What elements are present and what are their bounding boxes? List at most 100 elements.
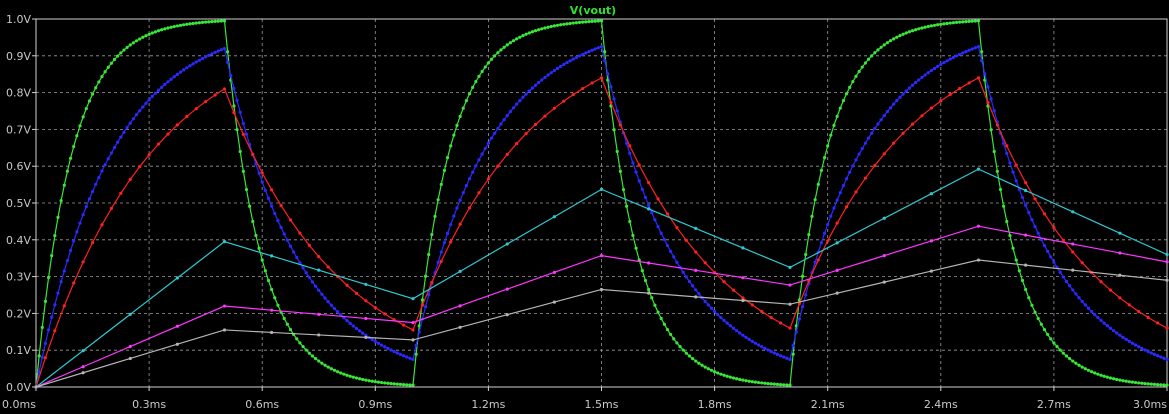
data-point [1055,345,1059,349]
data-point [288,327,293,332]
data-point [226,50,230,54]
data-point [46,328,51,332]
data-point [1137,309,1141,314]
data-point [392,382,396,386]
data-point [156,88,161,92]
data-point [848,170,852,174]
data-point [939,99,943,103]
data-point [34,385,38,389]
data-point [241,121,245,126]
data-point [763,381,767,385]
data-point [882,254,886,258]
data-point [128,312,132,316]
data-point [625,141,629,145]
data-point [156,29,161,33]
data-point [1121,379,1125,383]
data-point [1046,249,1050,253]
data-point [213,19,217,23]
data-point [857,69,861,74]
data-point [665,327,670,332]
data-point [1108,376,1113,380]
data-point [533,29,538,33]
data-point [577,54,582,58]
data-point [128,121,132,125]
data-point [367,379,371,383]
data-point [486,141,490,145]
data-point [323,296,327,300]
data-point [923,73,927,77]
data-point [1090,309,1094,314]
data-point [307,275,311,280]
data-point [731,376,736,380]
data-point [1118,333,1122,337]
data-point [1099,280,1103,284]
data-point [260,171,264,175]
data-point [769,349,773,354]
data-point [910,29,915,33]
data-point [364,335,368,340]
data-point [989,128,993,132]
data-point [270,308,274,312]
data-point [857,152,861,156]
data-point [1152,382,1157,386]
data-point [945,21,949,26]
data-point [317,255,321,259]
data-point [1102,374,1106,378]
data-point [587,20,591,24]
data-point [995,169,999,173]
data-point [175,276,179,280]
data-point [728,324,732,328]
data-point [68,156,73,160]
data-point [467,177,472,181]
data-point [342,372,346,376]
data-point [379,380,384,385]
data-point [687,354,692,358]
data-point [706,303,710,307]
data-point [716,312,720,317]
data-point [175,123,179,127]
data-point [226,60,230,64]
data-point [681,270,685,274]
data-point [370,379,374,383]
data-point [449,240,453,244]
y-tick-label: 0.1V [6,344,31,357]
data-point [518,99,522,103]
data-point [1165,252,1169,257]
data-point [854,158,858,162]
data-point [948,21,952,25]
data-point [81,365,85,369]
data-point [401,383,406,387]
data-point [1130,341,1135,345]
data-point [336,310,340,314]
data-point [175,324,179,328]
data-point [760,345,764,349]
data-point [1049,337,1053,341]
data-point [389,381,393,386]
data-point [524,92,528,96]
data-point [848,85,852,89]
data-point [1077,363,1081,367]
data-point [166,80,170,84]
data-point [222,328,227,332]
data-point [826,239,830,243]
data-point [694,268,698,272]
data-point [772,351,776,355]
data-point [100,169,104,173]
data-point [964,20,968,24]
data-point [722,373,726,377]
data-point [1033,225,1037,229]
data-point [427,252,431,257]
data-point [276,303,280,307]
data-point [926,71,930,75]
data-point [625,204,629,208]
data-point [697,292,701,296]
data-point [317,268,321,272]
x-tick-label: 2.1ms [811,398,845,411]
data-point [807,232,811,237]
data-point [615,109,619,113]
data-point [515,37,519,41]
data-point [197,58,201,62]
data-point [939,22,943,26]
data-point [684,238,688,242]
data-point [882,216,886,220]
